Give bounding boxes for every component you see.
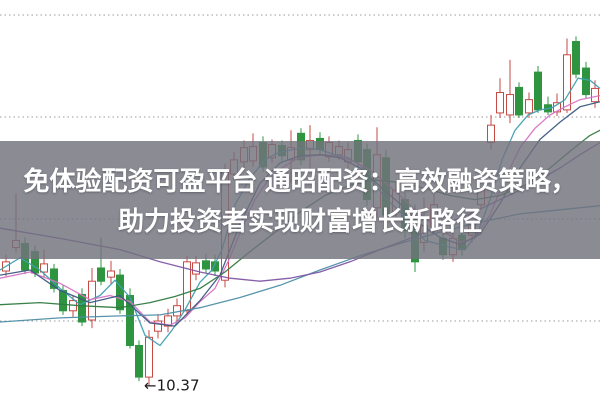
candle-body-down <box>97 267 105 282</box>
candle-body-up <box>496 92 504 114</box>
candle-body-down <box>50 268 58 289</box>
candle-body-down <box>572 41 580 75</box>
candle-body-up <box>506 94 514 116</box>
candle-body-up <box>563 54 571 111</box>
promo-banner-line-2: 助力投资者实现财富增长新路径 <box>117 206 482 236</box>
candle-body-down <box>211 261 219 272</box>
candle-body-up <box>164 315 172 327</box>
candle-body-down <box>78 293 86 323</box>
candle-body-down <box>202 260 210 270</box>
candle-body-up <box>40 263 48 273</box>
candle-body-up <box>525 99 533 114</box>
candle-body-down <box>126 295 134 346</box>
candle-body-down <box>116 274 124 311</box>
candle-body-up <box>154 320 162 332</box>
promo-banner-line-1: 免体验配资可盈平台 通昭配资：高效融资策略， <box>23 166 577 196</box>
candle-body-up <box>591 87 599 103</box>
candle-body-down <box>135 344 143 378</box>
candle-body-down <box>534 71 542 111</box>
candle-body-up <box>487 124 495 144</box>
candle-body-up <box>145 336 153 378</box>
candle-body-down <box>582 67 590 96</box>
candle-body-up <box>192 262 200 275</box>
candle-body-down <box>515 86 523 116</box>
candle-body-up <box>183 261 191 312</box>
promo-banner-overlay: 免体验配资可盈平台 通昭配资：高效融资策略， 助力投资者实现财富增长新路径 <box>0 141 600 259</box>
low-annotation: ←10.37 <box>144 376 200 394</box>
candle-body-up <box>107 270 115 278</box>
